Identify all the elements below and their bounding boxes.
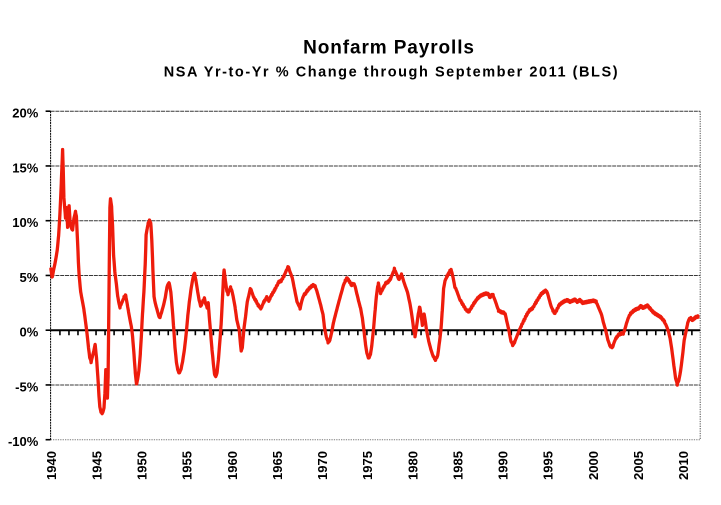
- svg-text:Nonfarm Payrolls: Nonfarm Payrolls: [303, 38, 475, 59]
- svg-text:1950: 1950: [134, 451, 149, 480]
- svg-text:20%: 20%: [12, 106, 38, 121]
- svg-text:2000: 2000: [586, 451, 601, 480]
- svg-text:1970: 1970: [315, 451, 330, 480]
- svg-text:1990: 1990: [496, 451, 511, 480]
- svg-text:NSA Yr-to-Yr % Change through: NSA Yr-to-Yr % Change through September …: [164, 65, 619, 81]
- svg-text:1960: 1960: [225, 451, 240, 480]
- svg-text:1995: 1995: [541, 451, 556, 480]
- svg-text:15%: 15%: [12, 160, 38, 175]
- svg-text:-10%: -10%: [8, 434, 39, 449]
- svg-text:10%: 10%: [12, 215, 38, 230]
- svg-text:2005: 2005: [631, 451, 646, 480]
- svg-text:1985: 1985: [450, 451, 465, 480]
- svg-text:5%: 5%: [20, 270, 39, 285]
- svg-text:2010: 2010: [676, 451, 691, 480]
- svg-text:1980: 1980: [405, 451, 420, 480]
- svg-text:-5%: -5%: [15, 379, 39, 394]
- svg-text:1965: 1965: [270, 451, 285, 480]
- svg-text:1940: 1940: [44, 451, 59, 480]
- svg-text:1975: 1975: [360, 451, 375, 480]
- svg-text:1955: 1955: [180, 451, 195, 480]
- svg-text:0%: 0%: [20, 325, 39, 340]
- svg-text:1945: 1945: [89, 451, 104, 480]
